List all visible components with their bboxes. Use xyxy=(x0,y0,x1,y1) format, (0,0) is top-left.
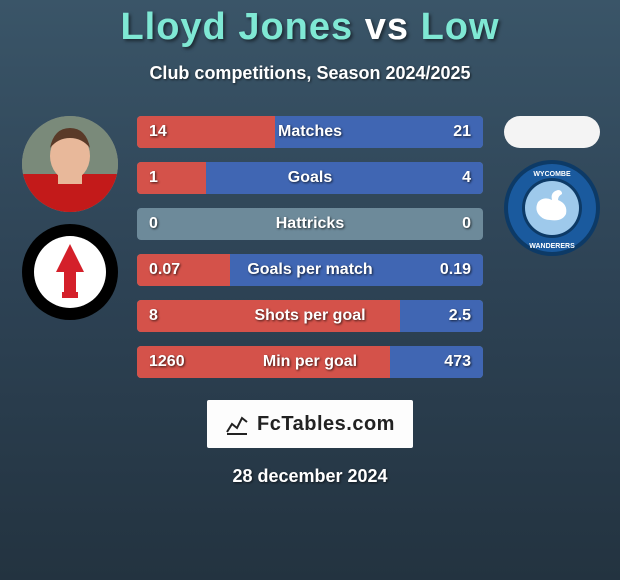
player2-photo-placeholder xyxy=(504,116,600,148)
stat-label: Matches xyxy=(137,116,483,148)
stat-label: Hattricks xyxy=(137,208,483,240)
player2-club-badge: WYCOMBE WANDERERS xyxy=(504,160,600,256)
stat-label: Goals xyxy=(137,162,483,194)
charlton-badge-icon xyxy=(22,224,118,320)
footer-date: 28 december 2024 xyxy=(0,466,620,487)
svg-text:WANDERERS: WANDERERS xyxy=(529,243,575,250)
player2-name: Low xyxy=(421,6,500,48)
stat-label: Shots per goal xyxy=(137,300,483,332)
comparison-title: Lloyd Jones vs Low xyxy=(0,0,620,49)
stat-label: Min per goal xyxy=(137,346,483,378)
stat-row: 1421Matches xyxy=(137,116,483,148)
chart-icon xyxy=(225,412,249,436)
subtitle: Club competitions, Season 2024/2025 xyxy=(0,63,620,84)
stat-row: 1260473Min per goal xyxy=(137,346,483,378)
vs-text: vs xyxy=(365,6,409,48)
main-content: WYCOMBE WANDERERS 1421Matches 14Goals 00Ha… xyxy=(0,116,620,378)
left-column xyxy=(10,116,130,320)
player1-photo xyxy=(22,116,118,212)
wycombe-badge-icon: WYCOMBE WANDERERS xyxy=(504,160,600,256)
svg-text:WYCOMBE: WYCOMBE xyxy=(533,171,571,178)
stat-row: 14Goals xyxy=(137,162,483,194)
player1-name: Lloyd Jones xyxy=(120,6,353,48)
player1-club-badge xyxy=(22,224,118,320)
stats-bars: 1421Matches 14Goals 00Hattricks 0.070.19Goa… xyxy=(137,116,483,378)
right-column: WYCOMBE WANDERERS xyxy=(492,116,612,256)
player1-photo-svg xyxy=(22,116,118,212)
stat-row: 0.070.19Goals per match xyxy=(137,254,483,286)
brand-text: FcTables.com xyxy=(257,413,395,436)
stat-row: 00Hattricks xyxy=(137,208,483,240)
stat-row: 82.5Shots per goal xyxy=(137,300,483,332)
stat-label: Goals per match xyxy=(137,254,483,286)
brand-badge: FcTables.com xyxy=(207,400,413,448)
